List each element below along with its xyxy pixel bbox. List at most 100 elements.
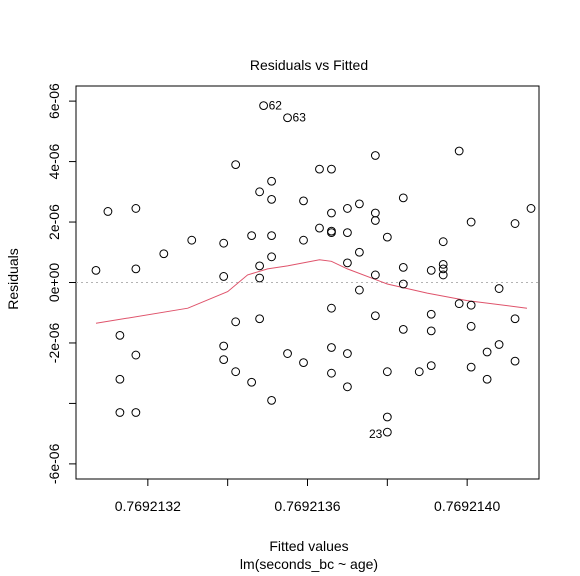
data-point [343, 382, 352, 392]
data-point [315, 164, 324, 174]
data-point [494, 340, 504, 349]
data-point [219, 341, 229, 351]
y-tick-label: 4e-06 [46, 143, 62, 179]
data-point [115, 408, 125, 417]
data-point [510, 219, 520, 228]
data-point [267, 231, 276, 241]
y-tick-label: 6e-06 [46, 83, 62, 119]
data-point [283, 349, 292, 358]
data-point [299, 235, 308, 245]
data-point [103, 207, 113, 216]
data-point [159, 249, 169, 259]
data-point [354, 199, 364, 209]
data-point [370, 151, 380, 160]
data-point [255, 187, 265, 197]
data-point [454, 299, 464, 309]
data-point [370, 208, 380, 218]
data-point [354, 285, 364, 295]
y-tick-label: 2e-06 [46, 204, 62, 240]
data-point [466, 217, 476, 227]
data-point [327, 303, 336, 313]
data-point [398, 279, 408, 289]
data-point [370, 270, 380, 280]
data-point [283, 113, 292, 123]
data-point [510, 356, 520, 366]
x-tick-label: 0.7692136 [274, 498, 340, 514]
x-axis-sublabel: lm(seconds_bc ~ age) [240, 556, 378, 572]
data-point [259, 101, 268, 111]
y-tick-label: 0e+00 [46, 263, 62, 303]
data-point [526, 204, 536, 213]
outlier-label: 62 [269, 99, 283, 113]
data-point [327, 343, 336, 352]
data-point [131, 264, 141, 274]
data-point [299, 358, 308, 368]
data-point [315, 223, 324, 233]
data-point [91, 266, 101, 275]
data-point [494, 284, 504, 293]
data-point [382, 232, 392, 242]
data-point [255, 261, 265, 271]
data-point [426, 266, 436, 275]
data-point [426, 361, 436, 371]
data-point [267, 396, 276, 405]
data-point [466, 321, 476, 331]
data-point [131, 408, 141, 417]
data-point [343, 204, 352, 213]
x-tick-label: 0.7692132 [115, 498, 181, 514]
data-point [267, 194, 276, 204]
data-point [115, 374, 125, 384]
data-point [398, 324, 408, 334]
data-point [267, 252, 276, 262]
data-point [510, 314, 520, 324]
outlier-label: 23 [369, 427, 383, 441]
data-point [426, 326, 436, 336]
data-point [370, 216, 380, 225]
smooth-trend-line [95, 259, 528, 324]
data-point [343, 349, 352, 358]
chart-title: Residuals vs Fitted [250, 57, 368, 73]
data-point [219, 355, 229, 364]
data-point [131, 204, 141, 213]
data-point [414, 367, 424, 377]
data-point [247, 231, 257, 241]
data-point [247, 377, 257, 387]
data-point [426, 309, 436, 319]
data-point [454, 146, 464, 156]
data-point [354, 247, 364, 257]
data-point [398, 262, 408, 272]
data-point [255, 273, 265, 283]
data-point [187, 235, 197, 245]
data-point [370, 311, 380, 321]
x-axis-label: Fitted values [269, 538, 348, 554]
data-point [231, 367, 241, 377]
data-point [131, 350, 141, 360]
x-tick-label: 0.7692140 [434, 498, 500, 514]
y-axis-label: Residuals [5, 248, 21, 309]
data-point [398, 193, 408, 203]
data-point [343, 258, 352, 268]
data-point [219, 272, 229, 281]
data-point [327, 368, 336, 378]
data-point [267, 176, 276, 186]
data-point [343, 228, 352, 238]
data-point [466, 300, 476, 310]
data-point [438, 270, 448, 280]
data-point [438, 237, 448, 247]
data-point [255, 314, 265, 324]
data-point [466, 362, 476, 372]
data-point [438, 259, 448, 269]
data-point [482, 347, 492, 357]
data-point [299, 196, 308, 206]
y-tick-label: -6e-06 [46, 443, 62, 484]
data-point [327, 228, 336, 238]
y-tick-label: -2e-06 [46, 323, 62, 364]
data-point [482, 374, 492, 384]
data-point [115, 331, 125, 340]
data-point [382, 412, 392, 422]
data-point [231, 317, 241, 327]
data-point [327, 164, 336, 174]
outlier-label: 63 [293, 111, 307, 125]
data-point [231, 160, 241, 170]
